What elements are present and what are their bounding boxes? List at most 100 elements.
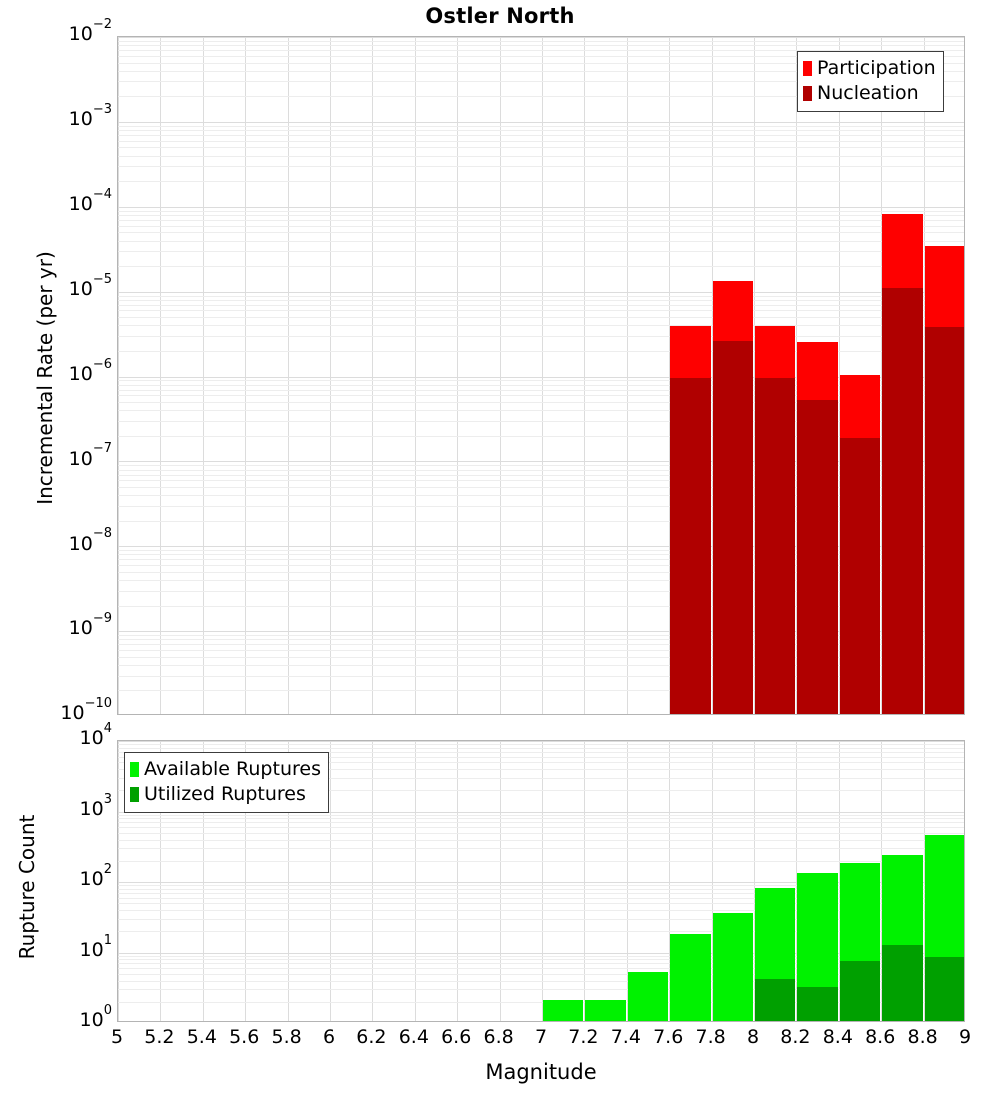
x-tick-label: 8.6 — [865, 1026, 896, 1048]
gridline-minor — [118, 395, 964, 396]
bar-nucleation — [797, 400, 838, 714]
vertical-gridline — [626, 741, 628, 1021]
gridline-minor — [118, 968, 964, 969]
gridline-minor — [118, 989, 964, 990]
x-tick-label: 5.8 — [271, 1026, 302, 1048]
gridline-minor — [118, 211, 964, 212]
vertical-gridline — [711, 741, 713, 1021]
gridline-minor — [118, 818, 964, 819]
gridline-major — [118, 461, 964, 462]
y-tick-label: 10−3 — [68, 101, 112, 131]
gridline-minor — [118, 910, 964, 911]
gridline-minor — [118, 903, 964, 904]
gridline-minor — [118, 769, 964, 770]
page-title: Ostler North — [425, 4, 575, 28]
gridline-minor — [118, 815, 964, 816]
vertical-gridline — [796, 741, 798, 1021]
gridline-major — [118, 207, 964, 208]
legend-swatch-icon — [130, 787, 139, 802]
gridline-minor — [118, 126, 964, 127]
y-axis-ticks-top: 10−2 10−3 10−4 10−5 10−6 10−7 10−8 10−9 10−10 — [0, 17, 112, 724]
gridline-minor — [118, 665, 964, 666]
x-tick-label: 5.6 — [229, 1026, 260, 1048]
gridline-minor — [118, 50, 964, 51]
gridline-minor — [118, 919, 964, 920]
x-tick-label: 5 — [110, 1026, 124, 1048]
gridline-minor — [118, 300, 964, 301]
y-tick-label: 10−10 — [60, 696, 112, 725]
x-tick-label: 7 — [534, 1026, 548, 1048]
gridline-minor — [118, 475, 964, 476]
gridline-minor — [118, 580, 964, 581]
rupture-count-plot — [117, 740, 965, 1022]
vertical-gridline — [923, 37, 925, 714]
gridline-minor — [118, 981, 964, 982]
gridline-minor — [118, 963, 964, 964]
gridline-minor — [118, 351, 964, 352]
gridline-minor — [118, 1002, 964, 1003]
bar-utilized-ruptures — [839, 961, 881, 1021]
vertical-gridline — [669, 37, 671, 714]
vertical-gridline — [330, 37, 331, 714]
gridline-minor — [118, 762, 964, 763]
gridline-minor — [118, 974, 964, 975]
gridline-minor — [118, 827, 964, 828]
gridline-minor — [118, 676, 964, 677]
gridline-minor — [118, 889, 964, 890]
gridline-minor — [118, 840, 964, 841]
gridline-minor — [118, 748, 964, 749]
gridline-minor — [118, 317, 964, 318]
x-tick-label: 6.4 — [398, 1026, 429, 1048]
vertical-gridline — [202, 741, 204, 1021]
gridline-minor — [118, 744, 964, 745]
bars-bottom — [118, 741, 964, 1021]
bar-available-ruptures — [543, 999, 584, 1021]
y-tick-label: 101 — [79, 932, 112, 961]
gridline-minor — [118, 650, 964, 651]
y-tick-label: 102 — [79, 862, 112, 891]
y-tick-label: 10−6 — [68, 356, 112, 385]
y-axis-ticks-bottom: 104 103 102 101 100 — [0, 721, 112, 1031]
legend-top: Participation Nucleation — [797, 51, 944, 112]
vertical-gridline — [838, 741, 840, 1021]
gridline-minor — [118, 893, 964, 894]
vertical-gridline — [796, 37, 798, 714]
gridline-minor — [118, 310, 964, 311]
legend-bottom: Available Ruptures Utilized Ruptures — [124, 752, 329, 813]
vertical-gridline — [838, 37, 840, 714]
gridline-minor — [118, 147, 964, 148]
gridline-minor — [118, 336, 964, 337]
gridline-minor — [118, 135, 964, 136]
gridline-major — [118, 292, 964, 293]
vertical-gridline — [202, 37, 204, 714]
bar-nucleation — [839, 437, 881, 714]
vertical-gridline — [711, 37, 713, 714]
legend-swatch-icon — [803, 86, 812, 101]
gridline-minor — [118, 644, 964, 645]
x-tick-label: 8.8 — [907, 1026, 938, 1048]
gridline-minor — [118, 81, 964, 82]
gridline-minor — [118, 554, 964, 555]
gridline-minor — [118, 226, 964, 227]
y-tick-label: 10−2 — [68, 17, 112, 46]
gridline-minor — [118, 181, 964, 182]
x-tick-label: 6 — [322, 1026, 336, 1048]
gridline-minor — [118, 251, 964, 252]
gridline-minor — [118, 931, 964, 932]
vertical-gridline — [457, 741, 459, 1021]
gridline-minor — [118, 385, 964, 386]
gridline-major — [118, 812, 964, 813]
gridline-major — [118, 631, 964, 632]
grid-top — [118, 37, 964, 714]
vertical-gridline — [669, 741, 671, 1021]
gridline-minor — [118, 639, 964, 640]
vertical-gridline — [542, 741, 543, 1021]
vertical-gridline — [584, 741, 586, 1021]
y-tick-label: 104 — [79, 721, 112, 750]
gridline-minor — [118, 241, 964, 242]
gridline-minor — [118, 487, 964, 488]
y-tick-label: 10−4 — [68, 186, 112, 216]
gridline-minor — [118, 606, 964, 607]
incremental-rate-plot — [117, 36, 965, 715]
